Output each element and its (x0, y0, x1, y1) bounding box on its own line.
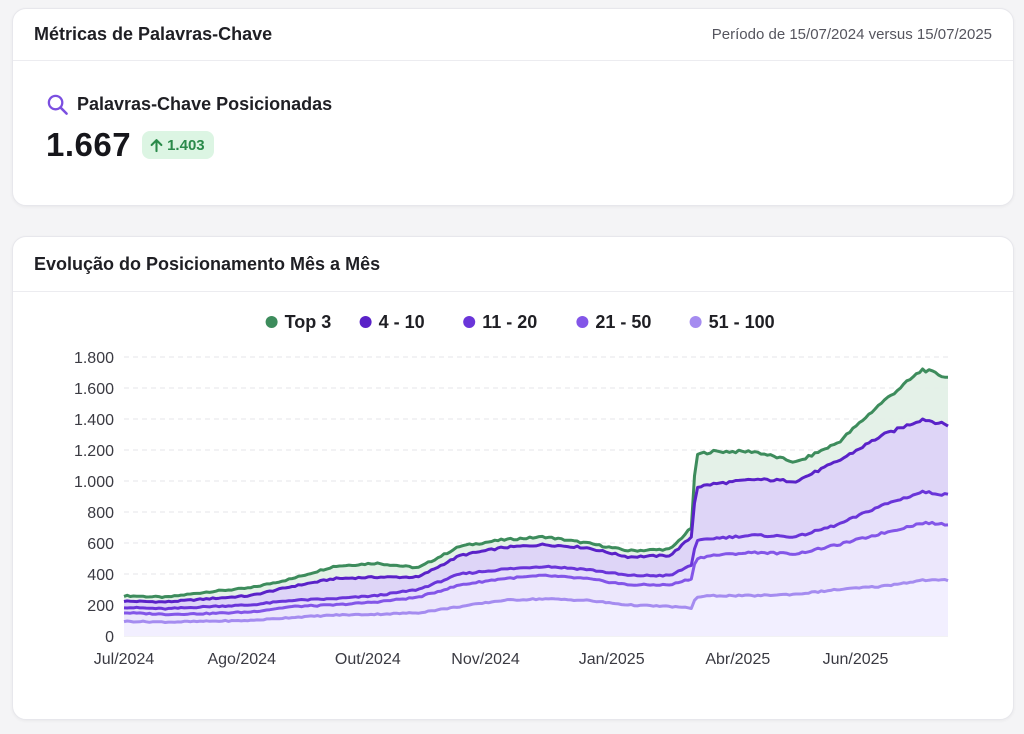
y-tick-label: 1.400 (74, 412, 114, 429)
y-tick-label: 1.000 (74, 474, 114, 491)
x-tick-label: Ago/2024 (207, 651, 276, 668)
metrics-card-header: Métricas de Palavras-Chave Período de 15… (13, 9, 1013, 61)
legend-item-label: 21 - 50 (595, 312, 651, 332)
y-tick-label: 1.800 (74, 350, 114, 367)
keyword-metrics-card: Métricas de Palavras-Chave Período de 15… (12, 8, 1014, 206)
metrics-card-title: Métricas de Palavras-Chave (34, 24, 273, 44)
ranked-keywords-metric: Palavras-Chave Posicionadas 1.667 1.403 (13, 61, 1013, 164)
legend-item-label: Top 3 (285, 312, 332, 332)
x-tick-label: Jul/2024 (94, 651, 155, 668)
legend-item-label: 51 - 100 (709, 312, 775, 332)
y-tick-label: 1.600 (74, 381, 114, 398)
arrow-up-icon (149, 138, 167, 153)
y-tick-label: 1.200 (74, 443, 114, 460)
metric-label: Palavras-Chave Posicionadas (77, 94, 333, 114)
chart-card-title: Evolução do Posicionamento Mês a Mês (34, 253, 381, 274)
series-line-5 (123, 578, 949, 624)
x-tick-label: Jan/2025 (579, 651, 645, 668)
y-tick-label: 400 (87, 567, 114, 584)
x-tick-label: Jun/2025 (823, 651, 889, 668)
x-tick-label: Abr/2025 (705, 651, 770, 668)
legend-marker (576, 316, 589, 328)
y-tick-label: 600 (87, 536, 114, 553)
delta-badge: 1.403 (142, 131, 214, 159)
ranking-evolution-chart: 0 200 400 600 800 1.000 1.200 1.400 1.600 1.800 Ju… (74, 312, 949, 668)
period-label: Período de 15/07/2024 versus 15/07/2025 (711, 26, 992, 43)
series-area-5 (124, 579, 948, 636)
y-tick-label: 200 (87, 598, 114, 615)
legend-item-label: 4 - 10 (379, 312, 425, 332)
x-tick-label: Out/2024 (335, 651, 401, 668)
series-line-1 (123, 367, 948, 599)
series-line-4 (124, 520, 949, 617)
y-tick-label: 800 (87, 505, 114, 522)
series-line-2 (123, 417, 949, 604)
y-tick-label: 0 (105, 629, 114, 646)
legend-marker (689, 316, 702, 328)
delta-value: 1.403 (167, 136, 205, 154)
legend-marker (265, 316, 278, 328)
legend-marker (359, 316, 372, 328)
x-tick-label: Nov/2024 (451, 651, 520, 668)
metric-value: 1.667 (46, 126, 132, 163)
search-icon (46, 93, 69, 116)
legend-item-label: 11 - 20 (482, 312, 537, 332)
ranking-evolution-card: Evolução do Posicionamento Mês a Mês 0 20… (12, 236, 1014, 720)
legend-marker (463, 316, 476, 328)
series-line-3 (123, 489, 949, 611)
chart-card-header: Evolução do Posicionamento Mês a Mês (13, 237, 1013, 292)
